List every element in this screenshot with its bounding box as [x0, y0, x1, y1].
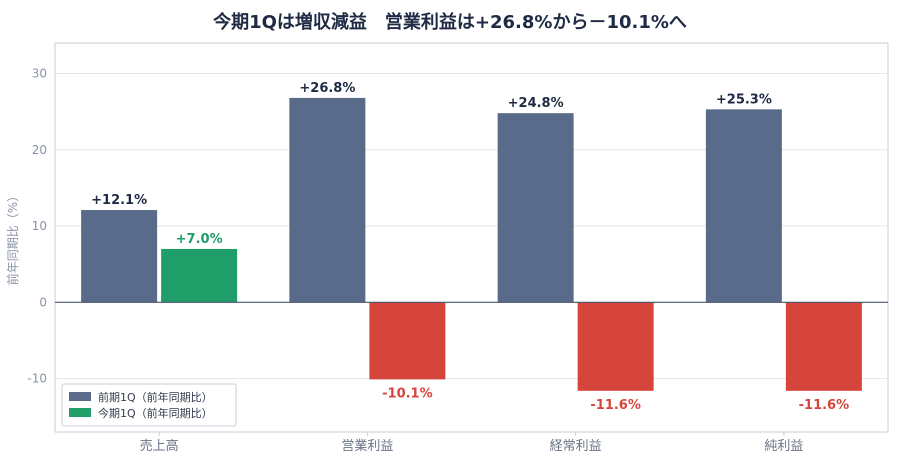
y-axis-label: 前年同期比（%） — [5, 190, 20, 285]
y-tick-label: -10 — [27, 372, 47, 386]
legend-label: 前期1Q（前年同期比） — [98, 390, 213, 404]
bar-curr-1q — [369, 302, 446, 380]
data-label: -10.1% — [382, 386, 433, 401]
plot-frame — [54, 42, 889, 433]
data-label: +12.1% — [91, 193, 147, 208]
legend-swatch — [69, 392, 91, 401]
y-tick-label: 10 — [32, 219, 47, 233]
bar-prev-1q — [289, 97, 366, 303]
chart-title: 今期1Qは増収減益 営業利益は+26.8%から－10.1%へ — [213, 12, 687, 33]
x-tick-label: 純利益 — [764, 439, 803, 454]
data-label: +7.0% — [176, 232, 223, 247]
legend-label: 今期1Q（前年同期比） — [98, 406, 213, 420]
data-label: -11.6% — [799, 398, 850, 413]
legend-box — [61, 383, 237, 427]
data-label: -11.6% — [590, 398, 641, 413]
bar-prev-1q — [497, 113, 574, 303]
y-tick-label: 20 — [32, 143, 47, 157]
bar-curr-1q — [785, 302, 862, 391]
x-tick-label: 営業利益 — [341, 438, 393, 454]
x-tick-label: 経常利益 — [550, 439, 602, 454]
y-tick-label: 0 — [39, 295, 47, 309]
bar-curr-1q — [577, 302, 654, 391]
data-label: +25.3% — [716, 92, 772, 107]
y-tick-label: 30 — [32, 67, 47, 81]
x-tick-label: 売上高 — [140, 438, 179, 454]
data-label: +24.8% — [508, 96, 564, 111]
bar-curr-1q — [161, 248, 238, 303]
legend-swatch — [69, 408, 91, 417]
bar-prev-1q — [705, 109, 782, 303]
bar-prev-1q — [81, 210, 158, 303]
data-label: +26.8% — [299, 81, 355, 96]
